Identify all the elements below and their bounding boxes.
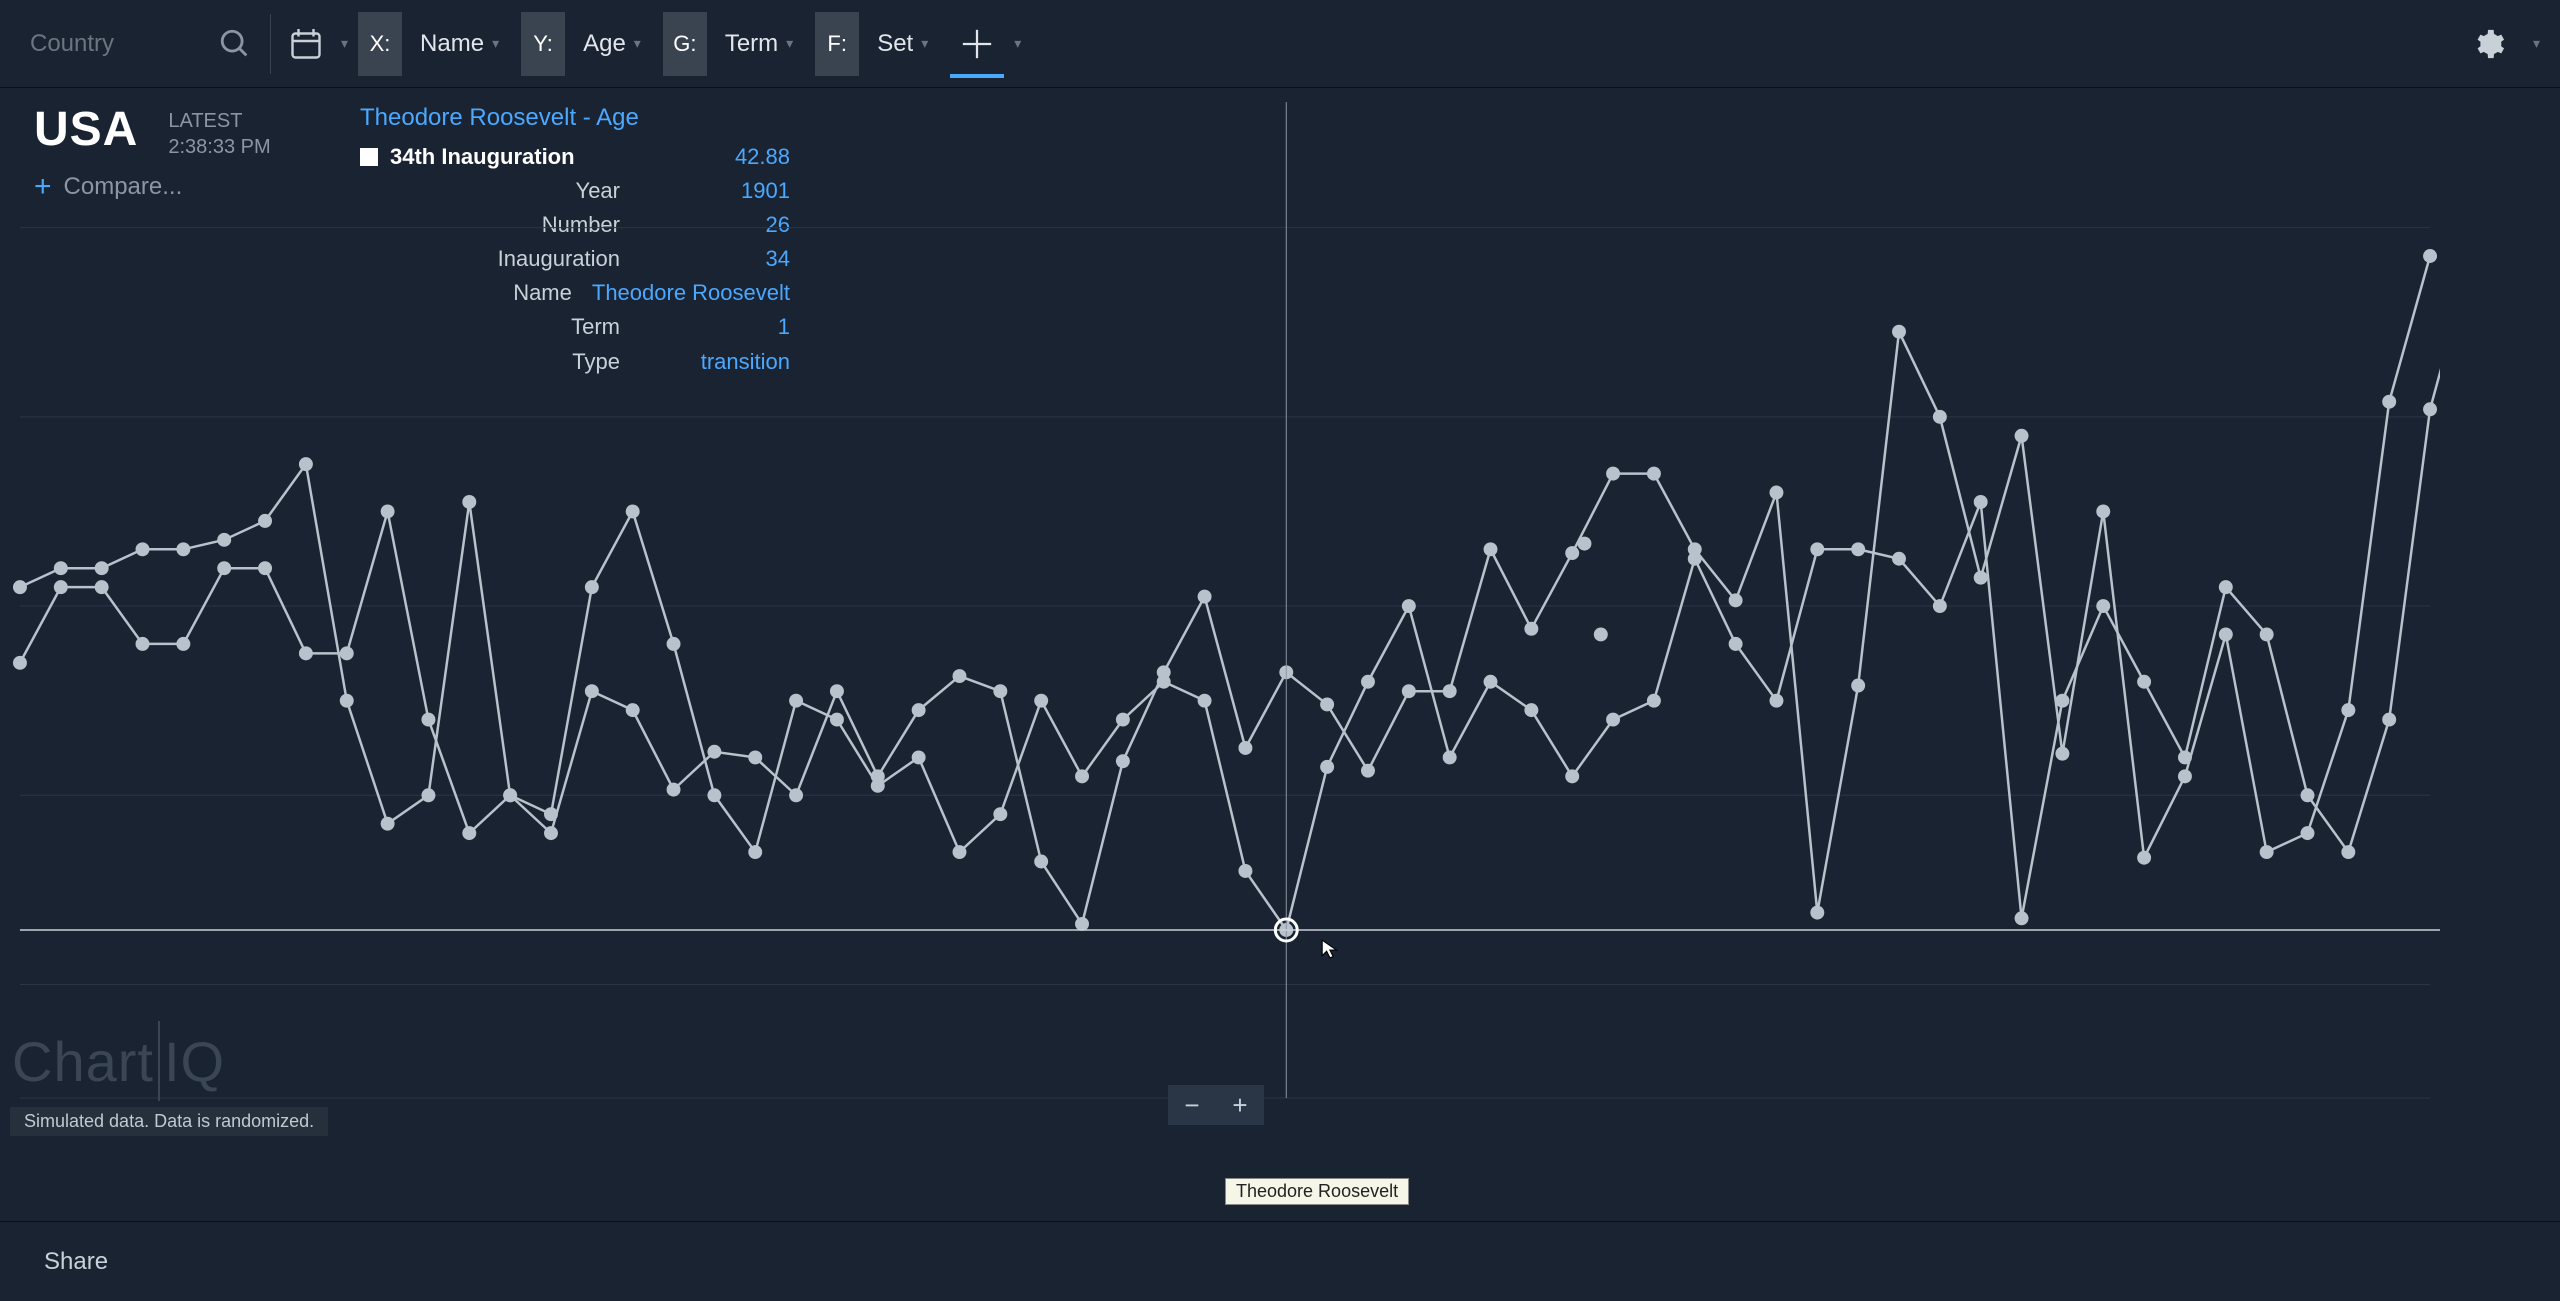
search-icon[interactable]: [210, 19, 260, 69]
logo-text-left: Chart: [12, 1029, 154, 1094]
logo-watermark: Chart IQ: [12, 1021, 225, 1101]
y-tag: Y:: [521, 12, 565, 76]
chevron-down-icon[interactable]: ▾: [2533, 35, 2540, 52]
gear-icon[interactable]: [2463, 19, 2513, 69]
zoom-in-button[interactable]: +: [1216, 1085, 1264, 1125]
toolbar: ▾ X: Name ▾ Y: Age ▾ G: Term ▾ F: Set ▾ ▾ ▾: [0, 0, 2560, 88]
g-tag: G:: [663, 12, 707, 76]
f-value: Set: [877, 30, 913, 58]
zoom-out-button[interactable]: −: [1168, 1085, 1216, 1125]
chevron-down-icon: ▾: [786, 35, 793, 52]
toolbar-separator: [270, 14, 271, 74]
y-value: Age: [583, 30, 626, 58]
g-value: Term: [725, 30, 778, 58]
calendar-icon[interactable]: [281, 19, 331, 69]
f-tag: F:: [815, 12, 859, 76]
y-selector[interactable]: Y: Age ▾: [521, 12, 653, 76]
share-button[interactable]: Share: [44, 1248, 108, 1276]
crosshair-toggle[interactable]: [950, 12, 1004, 76]
chevron-down-icon[interactable]: ▾: [341, 35, 348, 52]
search-input[interactable]: [20, 16, 200, 72]
x-value: Name: [420, 30, 484, 58]
f-selector[interactable]: F: Set ▾: [815, 12, 940, 76]
x-selector[interactable]: X: Name ▾: [358, 12, 511, 76]
zoom-control: − +: [1168, 1085, 1264, 1125]
chevron-down-icon: ▾: [634, 35, 641, 52]
chevron-down-icon: ▾: [492, 35, 499, 52]
logo-text-right: IQ: [164, 1029, 225, 1094]
logo-divider: [158, 1021, 160, 1101]
share-bar: Share: [0, 1221, 2560, 1301]
x-tag: X:: [358, 12, 402, 76]
hover-tooltip: Theodore Roosevelt: [1225, 1178, 1409, 1205]
simulated-data-banner: Simulated data. Data is randomized.: [10, 1107, 328, 1136]
chevron-down-icon: ▾: [921, 35, 928, 52]
chart-svg[interactable]: - 40.00- 50.00- 60.00- 70.00- 80.0042.88…: [10, 100, 2440, 1140]
chevron-down-icon[interactable]: ▾: [1014, 35, 1021, 52]
chart-area[interactable]: - 40.00- 50.00- 60.00- 70.00- 80.0042.88…: [10, 100, 2440, 1140]
g-selector[interactable]: G: Term ▾: [663, 12, 805, 76]
